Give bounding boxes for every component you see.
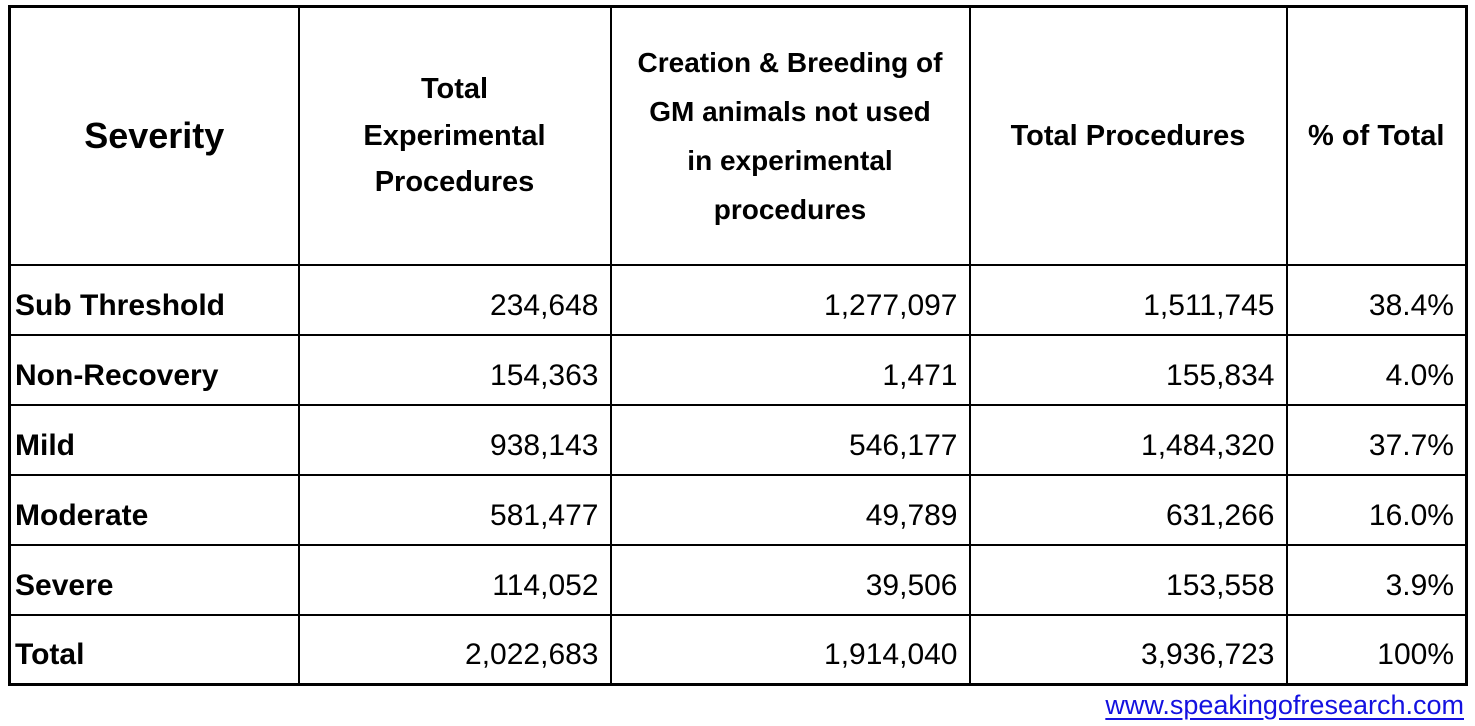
row-label: Total — [8, 613, 300, 686]
gm-breeding-value: 39,506 — [609, 543, 971, 616]
row-label: Severe — [8, 543, 300, 616]
pct-of-total-value: 4.0% — [1285, 333, 1468, 406]
pct-of-total-value: 37.7% — [1285, 403, 1468, 476]
experimental-value: 154,363 — [297, 333, 612, 406]
pct-of-total-value: 100% — [1285, 613, 1468, 686]
experimental-value: 2,022,683 — [297, 613, 612, 686]
experimental-value: 581,477 — [297, 473, 612, 546]
pct-of-total-value: 38.4% — [1285, 263, 1468, 336]
column-header-severity: Severity — [8, 5, 300, 266]
column-header-pct-of-total: % of Total — [1285, 5, 1468, 266]
table-row-non-recovery: Non-Recovery 154,363 1,471 155,834 4.0% — [8, 333, 1468, 406]
column-header-experimental-procedures: Total Experimental Procedures — [297, 5, 612, 266]
gm-breeding-value: 1,914,040 — [609, 613, 971, 686]
total-procedures-value: 153,558 — [968, 543, 1288, 616]
gm-breeding-value: 49,789 — [609, 473, 971, 546]
total-procedures-value: 631,266 — [968, 473, 1288, 546]
column-header-total-procedures: Total Procedures — [968, 5, 1288, 266]
footer: www.speakingofresearch.com — [1105, 690, 1464, 721]
experimental-value: 234,648 — [297, 263, 612, 336]
speakingofresearch-link[interactable]: www.speakingofresearch.com — [1105, 690, 1464, 720]
total-procedures-value: 1,511,745 — [968, 263, 1288, 336]
gm-breeding-value: 546,177 — [609, 403, 971, 476]
row-label: Sub Threshold — [8, 263, 300, 336]
total-procedures-value: 3,936,723 — [968, 613, 1288, 686]
pct-of-total-value: 3.9% — [1285, 543, 1468, 616]
gm-breeding-value: 1,277,097 — [609, 263, 971, 336]
table-row-severe: Severe 114,052 39,506 153,558 3.9% — [8, 543, 1468, 616]
table-row-mild: Mild 938,143 546,177 1,484,320 37.7% — [8, 403, 1468, 476]
severity-procedures-table: Severity Total Experimental Procedures C… — [8, 5, 1468, 686]
pct-of-total-value: 16.0% — [1285, 473, 1468, 546]
experimental-value: 938,143 — [297, 403, 612, 476]
total-procedures-value: 155,834 — [968, 333, 1288, 406]
gm-breeding-value: 1,471 — [609, 333, 971, 406]
table-row-moderate: Moderate 581,477 49,789 631,266 16.0% — [8, 473, 1468, 546]
row-label: Mild — [8, 403, 300, 476]
row-label: Non-Recovery — [8, 333, 300, 406]
table-row-sub-threshold: Sub Threshold 234,648 1,277,097 1,511,74… — [8, 263, 1468, 336]
header-row: Severity Total Experimental Procedures C… — [8, 5, 1468, 266]
column-header-gm-breeding: Creation & Breeding of GM animals not us… — [609, 5, 971, 266]
total-procedures-value: 1,484,320 — [968, 403, 1288, 476]
row-label: Moderate — [8, 473, 300, 546]
experimental-value: 114,052 — [297, 543, 612, 616]
table-row-total: Total 2,022,683 1,914,040 3,936,723 100% — [8, 613, 1468, 686]
